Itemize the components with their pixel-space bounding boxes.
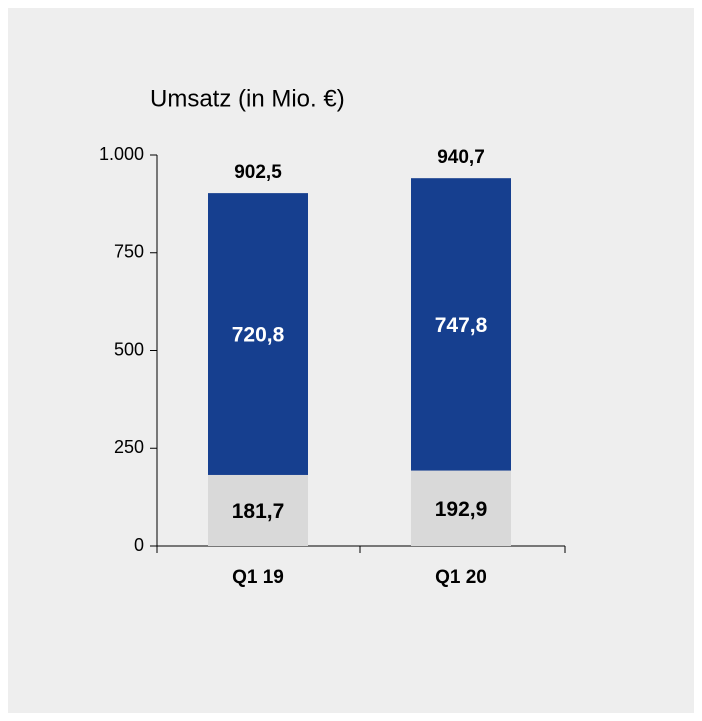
bar-value-label: 747,8 (435, 314, 488, 337)
bar-segment (208, 474, 308, 546)
bar-value-label: 192,9 (435, 498, 488, 521)
bar-segment (411, 470, 511, 546)
y-tick-label: 250 (114, 437, 144, 457)
chart-title: Umsatz (in Mio. €) (150, 85, 345, 112)
y-tick-label: 1.000 (99, 144, 144, 164)
x-tick-label: Q1 20 (435, 567, 487, 588)
bar-segment (411, 178, 511, 471)
total-label: 940,7 (437, 147, 485, 168)
total-label: 902,5 (234, 162, 282, 183)
bar-value-label: 720,8 (232, 324, 285, 347)
y-tick-label: 0 (134, 535, 144, 555)
y-tick-label: 500 (114, 339, 144, 359)
panel (8, 8, 694, 713)
bar-value-label: 181,7 (232, 500, 285, 523)
bar-segment (208, 193, 308, 475)
y-tick-label: 750 (114, 242, 144, 262)
x-tick-label: Q1 19 (232, 567, 284, 588)
